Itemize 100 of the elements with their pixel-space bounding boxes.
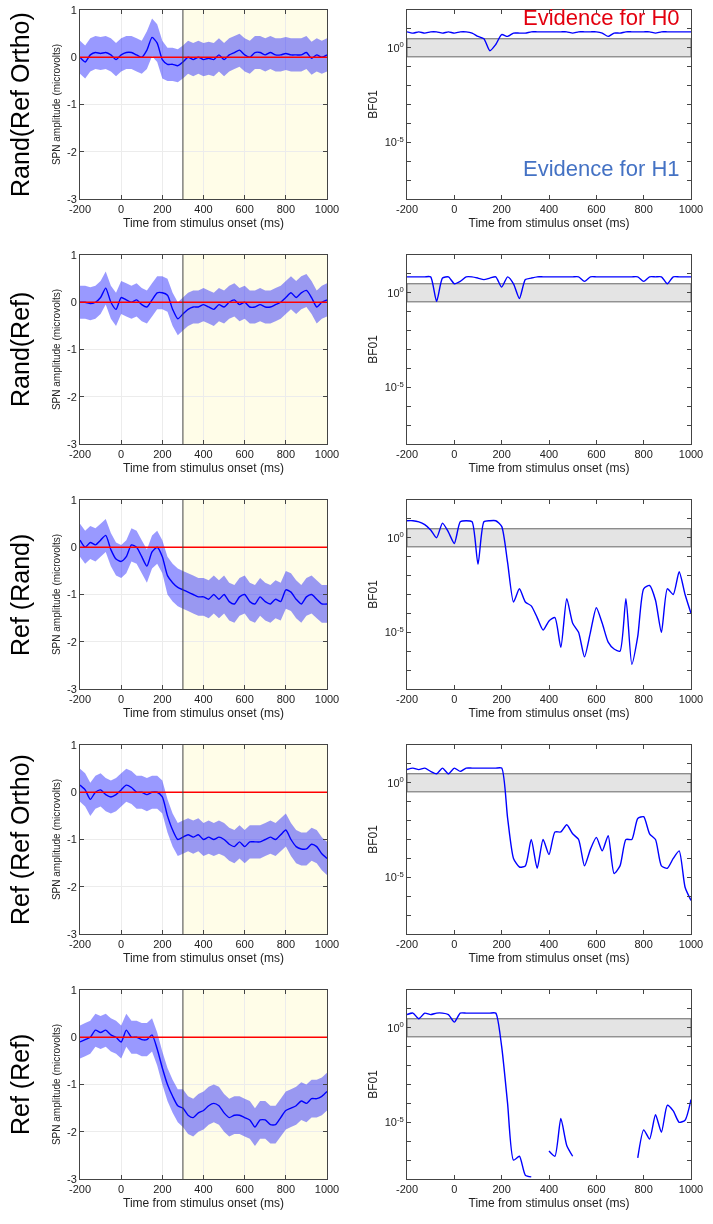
x-tick-label: 600 — [235, 938, 254, 951]
x-tick-label: 600 — [587, 938, 606, 951]
y-tick-label: 10$^{-5}$ — [384, 624, 404, 639]
y-axis-title: BF01 — [366, 1069, 381, 1099]
y-tick-label: 1 — [70, 983, 77, 996]
x-tick-label: 1000 — [678, 203, 704, 216]
y-tick-label: -2 — [67, 145, 77, 158]
y-tick-label: -1 — [67, 98, 77, 111]
x-tick-label: -200 — [68, 938, 92, 951]
y-tick-label: -1 — [67, 1078, 77, 1091]
y-axis-title: BF01 — [366, 334, 381, 364]
y-tick-label: 0 — [70, 296, 77, 309]
x-tick-label: 200 — [153, 938, 172, 951]
x-tick-label: 400 — [194, 203, 213, 216]
x-tick-label: 1000 — [678, 1183, 704, 1196]
x-tick-label: 800 — [276, 448, 296, 461]
x-tick-label: 800 — [634, 1183, 653, 1196]
x-tick-label: 1000 — [314, 1183, 340, 1196]
y-tick-label: -1 — [67, 343, 77, 356]
y-tick-label: -2 — [67, 635, 77, 648]
x-tick-label: 600 — [587, 448, 606, 461]
y-tick-label: 0 — [70, 786, 77, 799]
x-tick-label: 400 — [539, 1183, 559, 1196]
x-tick-label: -200 — [395, 693, 419, 706]
line-series — [80, 36, 327, 67]
x-tick-label: 400 — [194, 448, 213, 461]
y-tick-label: 10$^{0}$ — [387, 285, 404, 299]
x-tick-label: 0 — [118, 938, 125, 951]
x-tick-label: -200 — [68, 448, 92, 461]
x-tick-label: 800 — [276, 203, 296, 216]
x-tick-label: 200 — [492, 1183, 511, 1196]
y-tick-label: -2 — [67, 1125, 77, 1138]
y-tick-label: -3 — [67, 1172, 77, 1185]
x-tick-label: 800 — [276, 938, 296, 951]
y-axis-title: SPN amplitude (microvolts) — [51, 1023, 63, 1146]
x-tick-label: 800 — [634, 938, 653, 951]
x-tick-label: 1000 — [678, 938, 704, 951]
y-tick-label: 10$^{-5}$ — [384, 134, 404, 149]
y-tick-label: -3 — [67, 682, 77, 695]
x-tick-label: 800 — [276, 1183, 296, 1196]
x-tick-label: 600 — [235, 448, 254, 461]
y-tick-label: -3 — [67, 192, 77, 205]
y-tick-label: -1 — [67, 588, 77, 601]
y-axis-title: BF01 — [366, 89, 381, 119]
y-tick-label: 10$^{0}$ — [387, 530, 404, 544]
text: Rand(Ref) — [5, 291, 34, 407]
y-tick-label: 1 — [70, 248, 77, 261]
text: Ref (Ref Ortho) — [5, 754, 34, 925]
x-tick-label: 200 — [153, 693, 172, 706]
x-tick-label: 0 — [451, 938, 458, 951]
x-tick-label: 0 — [118, 448, 125, 461]
x-tick-label: 400 — [539, 938, 559, 951]
y-tick-label: 1 — [70, 738, 77, 751]
x-tick-label: 0 — [451, 693, 458, 706]
x-tick-label: 800 — [276, 693, 296, 706]
x-tick-label: 0 — [118, 693, 125, 706]
x-tick-label: 600 — [235, 1183, 254, 1196]
x-tick-label: 400 — [539, 693, 559, 706]
y-tick-label: 0 — [70, 1031, 77, 1044]
y-tick-label: -3 — [67, 927, 77, 940]
x-tick-label: -200 — [68, 203, 92, 216]
y-tick-label: 1 — [70, 3, 77, 16]
line-series — [407, 31, 691, 52]
x-tick-label: -200 — [395, 448, 419, 461]
y-axis-title: SPN amplitude (microvolts) — [51, 533, 63, 656]
y-tick-label: 10$^{-5}$ — [384, 1114, 404, 1129]
x-axis-title: Time from stimulus onset (ms) — [123, 461, 284, 476]
annotation: Evidence for H0 — [523, 5, 680, 30]
x-axis-title: Time from stimulus onset (ms) — [123, 951, 284, 966]
y-tick-label: -3 — [67, 437, 77, 450]
x-tick-label: 800 — [634, 203, 653, 216]
line-series — [407, 767, 691, 902]
x-tick-label: 200 — [153, 203, 172, 216]
x-tick-label: 1000 — [314, 938, 340, 951]
y-axis-title: SPN amplitude (microvolts) — [51, 43, 63, 166]
x-tick-label: 1000 — [314, 448, 340, 461]
x-axis-title: Time from stimulus onset (ms) — [468, 216, 630, 231]
y-axis-title: BF01 — [366, 824, 381, 854]
line-series — [407, 519, 691, 666]
x-tick-label: 200 — [492, 938, 511, 951]
x-tick-label: -200 — [68, 693, 92, 706]
x-axis-title: Time from stimulus onset (ms) — [468, 461, 630, 476]
y-axis-title: BF01 — [366, 579, 381, 609]
y-axis-title: SPN amplitude (microvolts) — [51, 778, 63, 901]
x-tick-label: 400 — [539, 448, 559, 461]
x-tick-label: 0 — [118, 203, 125, 216]
x-tick-label: 400 — [194, 938, 213, 951]
x-tick-label: 400 — [539, 203, 559, 216]
x-tick-label: -200 — [68, 1183, 92, 1196]
x-tick-label: 600 — [587, 1183, 606, 1196]
x-tick-label: 200 — [153, 1183, 172, 1196]
annotation: Evidence for H1 — [523, 156, 680, 181]
x-axis-title: Time from stimulus onset (ms) — [468, 1196, 630, 1211]
x-tick-label: 800 — [634, 693, 653, 706]
line-series — [80, 534, 327, 605]
x-tick-label: 400 — [194, 1183, 213, 1196]
y-tick-label: 10$^{-5}$ — [384, 379, 404, 394]
x-tick-label: -200 — [395, 938, 419, 951]
y-tick-label: -1 — [67, 833, 77, 846]
text: Rand(Ref Ortho) — [5, 12, 34, 197]
